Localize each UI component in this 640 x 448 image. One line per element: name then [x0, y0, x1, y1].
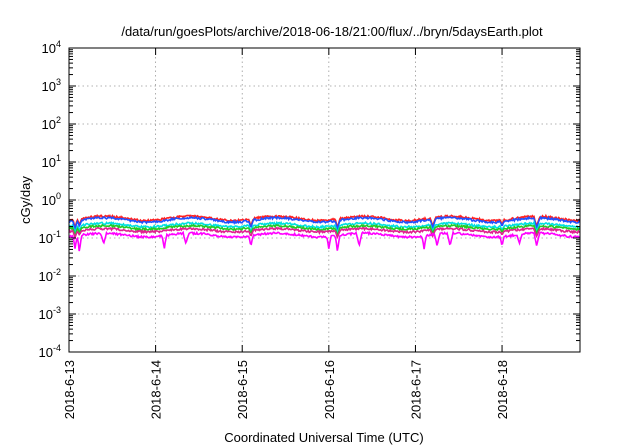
x-tick-label: 2018-6-17 — [408, 360, 423, 419]
x-tick-label: 2018-6-15 — [235, 360, 250, 419]
y-tick-label: 104 — [42, 39, 61, 56]
series-line — [68, 220, 581, 237]
y-axis-ticks: 10-4 10-3 10-2 10-1 100 101 102 103 104 — [39, 39, 580, 360]
x-tick-label: 2018-6-16 — [322, 360, 337, 419]
x-axis-label: Coordinated Universal Time (UTC) — [224, 430, 423, 445]
series-line — [68, 229, 581, 252]
series-line — [68, 215, 581, 232]
y-tick-label: 10-2 — [39, 267, 61, 284]
grid — [69, 48, 580, 352]
y-tick-label: 102 — [42, 115, 61, 132]
y-tick-label: 10-4 — [39, 343, 61, 360]
series-line — [68, 226, 581, 241]
series-group — [68, 213, 581, 252]
series-line — [68, 223, 581, 240]
y-tick-label: 101 — [42, 153, 61, 170]
x-tick-label: 2018-6-14 — [149, 360, 164, 419]
y-tick-label: 103 — [42, 77, 61, 94]
y-tick-label: 10-3 — [39, 305, 61, 322]
y-tick-label: 100 — [42, 191, 61, 208]
x-tick-label: 2018-6-13 — [62, 360, 77, 419]
y-axis-label: cGy/day — [18, 176, 33, 224]
chart-title: /data/run/goesPlots/archive/2018-06-18/2… — [121, 24, 543, 39]
x-axis-ticks: 2018-6-13 2018-6-14 2018-6-15 2018-6-16 2018… — [62, 48, 510, 419]
x-tick-label: 2018-6-18 — [495, 360, 510, 419]
y-tick-label: 10-1 — [39, 229, 61, 246]
